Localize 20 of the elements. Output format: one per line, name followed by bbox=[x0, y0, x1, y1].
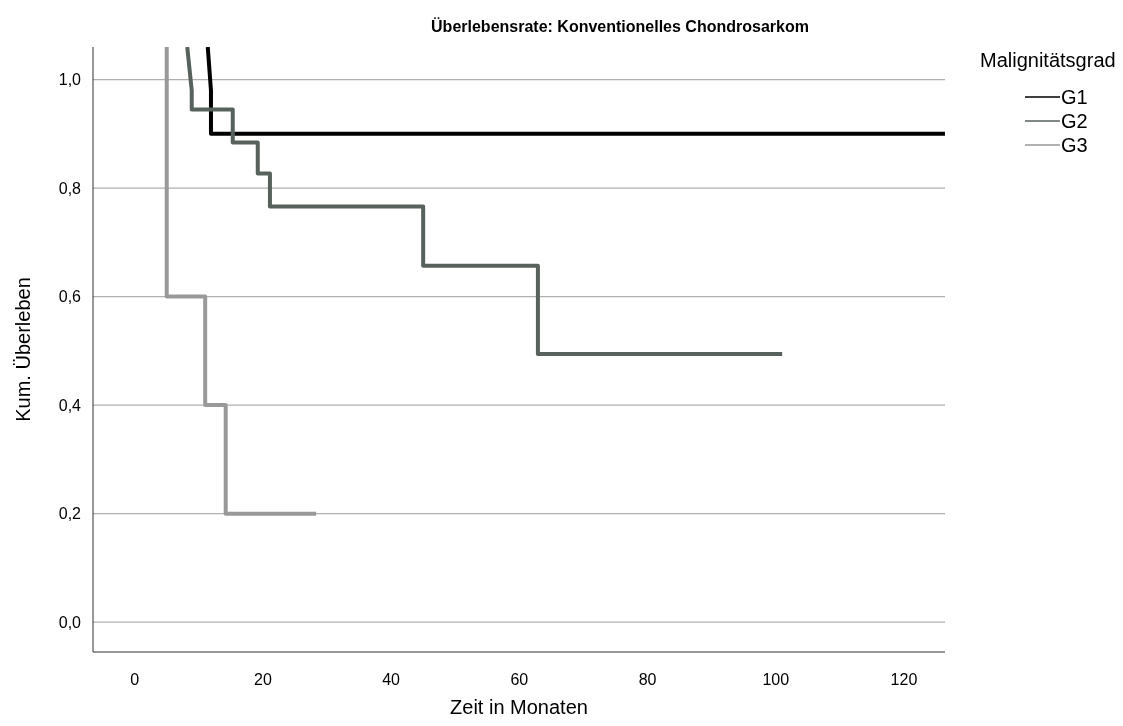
x-tick-label: 80 bbox=[638, 671, 657, 688]
y-tick-label: 0,0 bbox=[58, 613, 82, 631]
x-tick-label: 40 bbox=[382, 671, 401, 688]
y-tick-label: 0,2 bbox=[58, 505, 82, 523]
y-tick-label: 1,0 bbox=[58, 71, 82, 89]
x-tick-label: 100 bbox=[762, 671, 790, 688]
legend-label: G1 bbox=[1061, 86, 1088, 108]
y-axis-title: Kum. Überleben bbox=[12, 277, 34, 422]
x-axis-title: Zeit in Monaten bbox=[450, 696, 588, 718]
legend-title: Malignitätsgrad bbox=[980, 49, 1116, 71]
x-tick-label: 0 bbox=[130, 671, 140, 688]
y-tick-label: 0,6 bbox=[58, 288, 82, 306]
chart-title: Überlebensrate: Konventionelles Chondrosarkom bbox=[431, 17, 809, 35]
y-tick-label: 0,8 bbox=[58, 179, 82, 197]
y-tick-label: 0,4 bbox=[58, 396, 82, 414]
legend-label: G2 bbox=[1061, 110, 1088, 132]
x-tick-label: 120 bbox=[890, 671, 918, 688]
legend-label: G3 bbox=[1061, 134, 1088, 156]
x-tick-label: 20 bbox=[253, 671, 272, 688]
x-tick-label: 60 bbox=[510, 671, 529, 688]
